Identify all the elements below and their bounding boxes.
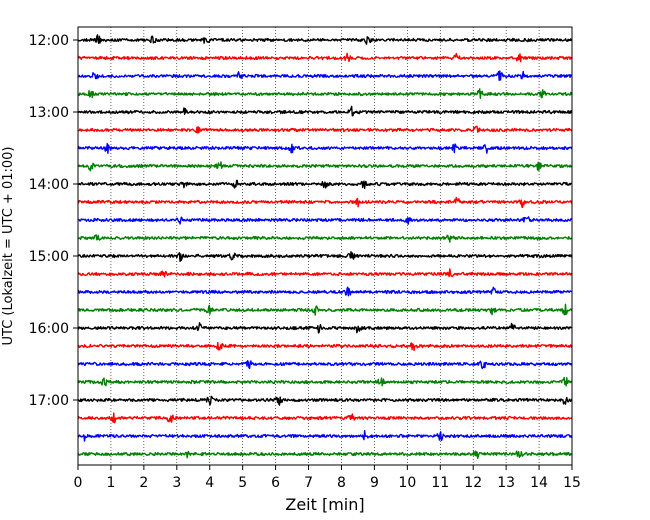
trace-line: [77, 179, 573, 189]
trace-line: [77, 286, 573, 297]
trace-line: [77, 412, 573, 424]
x-tick-label: 11: [431, 475, 449, 491]
y-tick-label: 13:00: [29, 105, 69, 121]
x-tick-label: 14: [530, 475, 548, 491]
x-tick-label: 2: [139, 475, 148, 491]
trace-line: [77, 268, 573, 278]
x-tick-label: 15: [563, 475, 581, 491]
trace-group: [77, 34, 573, 459]
plot-frame: [77, 26, 573, 466]
trace-line: [77, 142, 573, 154]
x-tick-label: 12: [464, 475, 482, 491]
x-tick-label: 3: [172, 475, 181, 491]
grid-lines: [110, 27, 540, 465]
trace-line: [77, 70, 573, 81]
x-tick-label: 10: [398, 475, 416, 491]
y-tick-label: 17:00: [29, 393, 69, 409]
ticks: 0 1 2 3 4 5 6 7 8 9 10 11 12 13 14 1512:0013:0014:0015:…: [29, 33, 581, 491]
x-tick-label: 5: [238, 475, 247, 491]
trace-line: [77, 161, 573, 172]
y-tick-label: 16:00: [29, 321, 69, 337]
trace-line: [77, 52, 573, 63]
trace-line: [77, 430, 573, 442]
trace-line: [77, 105, 573, 117]
trace-line: [77, 341, 573, 352]
trace-line: [77, 251, 573, 263]
y-tick-label: 12:00: [29, 33, 69, 49]
x-axis-label: Zeit [min]: [285, 495, 364, 514]
y-tick-label: 14:00: [29, 177, 69, 193]
y-axis-label: UTC (Lokalzeit = UTC + 01:00): [1, 147, 16, 346]
trace-line: [77, 395, 573, 406]
x-tick-label: 9: [370, 475, 379, 491]
trace-line: [77, 450, 573, 459]
x-tick-label: 0: [74, 475, 83, 491]
trace-line: [77, 359, 573, 370]
trace-line: [77, 376, 573, 387]
trace-line: [77, 234, 573, 243]
trace-line: [77, 322, 573, 334]
x-tick-label: 13: [497, 475, 515, 491]
x-tick-label: 7: [304, 475, 313, 491]
y-tick-label: 15:00: [29, 249, 69, 265]
trace-line: [77, 125, 573, 134]
trace-line: [77, 34, 573, 45]
trace-line: [77, 216, 573, 225]
trace-line: [77, 196, 573, 208]
plot-background: [78, 27, 572, 465]
x-tick-label: 1: [106, 475, 115, 491]
x-tick-label: 6: [271, 475, 280, 491]
trace-line: [77, 303, 573, 316]
x-tick-label: 4: [205, 475, 214, 491]
trace-line: [77, 88, 573, 100]
x-tick-label: 8: [337, 475, 346, 491]
